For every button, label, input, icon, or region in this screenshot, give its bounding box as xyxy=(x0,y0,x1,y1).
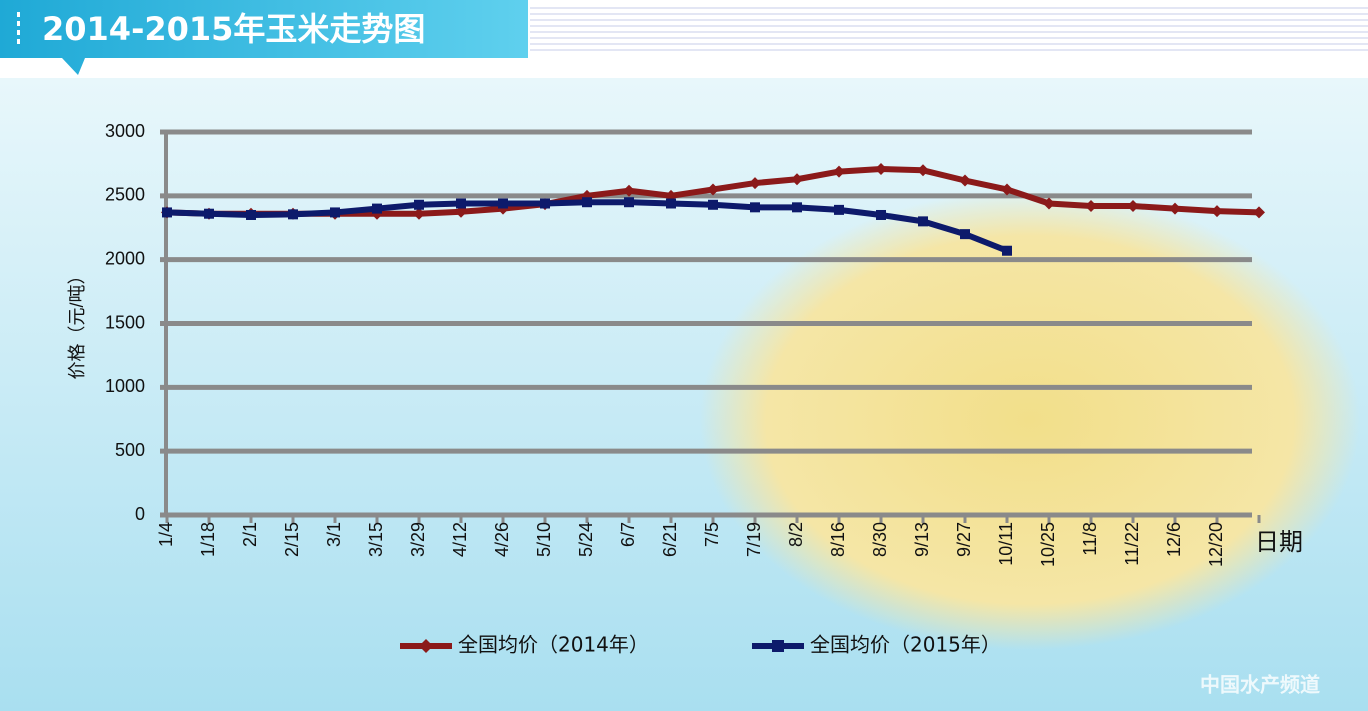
marker xyxy=(246,209,256,220)
x-tick-label: 12/6 xyxy=(1164,522,1184,557)
x-tick-label: 2/15 xyxy=(282,522,302,557)
marker xyxy=(204,208,214,219)
x-tick-label: 11/8 xyxy=(1080,522,1100,556)
y-tick-label: 3000 xyxy=(105,121,145,141)
marker xyxy=(791,173,803,186)
legend-label: 全国均价（2014年） xyxy=(458,633,649,657)
marker xyxy=(414,199,424,210)
marker xyxy=(288,209,298,220)
x-tick-label: 4/12 xyxy=(450,522,470,557)
marker xyxy=(876,209,886,220)
marker xyxy=(1001,183,1013,196)
marker xyxy=(1002,245,1012,256)
header-title: 2014-2015年玉米走势图 xyxy=(42,10,425,48)
marker xyxy=(372,203,382,214)
marker xyxy=(792,202,802,213)
x-tick-label: 1/18 xyxy=(198,522,218,557)
marker xyxy=(413,207,425,220)
x-tick-label: 7/5 xyxy=(702,522,722,547)
marker xyxy=(162,207,172,218)
y-tick-label: 2500 xyxy=(105,185,145,205)
x-tick-label: 5/24 xyxy=(576,522,596,557)
marker xyxy=(959,174,971,187)
marker xyxy=(1211,205,1223,218)
x-tick-label: 4/26 xyxy=(492,522,512,557)
marker xyxy=(1169,202,1181,215)
marker xyxy=(1043,197,1055,210)
x-tick-label: 7/19 xyxy=(744,522,764,557)
marker xyxy=(918,216,928,227)
stripes xyxy=(530,7,1368,51)
x-tick-label: 10/11 xyxy=(996,522,1016,566)
marker xyxy=(498,198,508,209)
x-tick-label: 12/20 xyxy=(1206,522,1226,567)
marker xyxy=(707,183,719,196)
x-tick-label: 5/10 xyxy=(534,522,554,557)
y-tick-label: 1000 xyxy=(105,376,145,396)
marker xyxy=(330,207,340,218)
x-tick-label: 1/4 xyxy=(156,522,176,547)
marker xyxy=(455,205,467,218)
marker xyxy=(749,177,761,190)
x-tick-label: 8/2 xyxy=(786,522,806,547)
legend-marker xyxy=(419,639,433,653)
x-tick-label: 10/25 xyxy=(1038,522,1058,567)
marker xyxy=(875,163,887,176)
marker xyxy=(582,197,592,208)
marker xyxy=(960,229,970,240)
marker xyxy=(666,198,676,209)
y-axis-label: 价格（元/吨） xyxy=(67,266,87,379)
marker xyxy=(834,204,844,215)
x-tick-label: 3/1 xyxy=(324,522,344,547)
marker xyxy=(1085,200,1097,213)
marker xyxy=(456,198,466,209)
watermark: 中国水产频道 xyxy=(1200,673,1320,697)
x-tick-label: 11/22 xyxy=(1122,522,1142,566)
legend-marker xyxy=(772,640,784,652)
header-banner xyxy=(0,0,528,75)
y-tick-label: 0 xyxy=(135,504,145,524)
marker xyxy=(623,184,635,197)
x-axis-label: 日期 xyxy=(1255,528,1303,556)
marker xyxy=(708,199,718,210)
y-tick-label: 2000 xyxy=(105,248,145,268)
header-dots xyxy=(17,12,20,44)
marker xyxy=(833,165,845,178)
x-tick-label: 8/30 xyxy=(870,522,890,557)
marker xyxy=(1253,206,1265,219)
marker xyxy=(917,164,929,177)
x-tick-label: 9/27 xyxy=(954,522,974,557)
y-tick-label: 500 xyxy=(115,440,145,460)
corn-image xyxy=(700,190,1360,650)
x-tick-label: 2/1 xyxy=(240,522,260,547)
x-tick-label: 6/7 xyxy=(618,522,638,547)
marker xyxy=(624,197,634,208)
x-tick-label: 9/13 xyxy=(912,522,932,557)
x-tick-label: 6/21 xyxy=(660,522,680,557)
y-tick-label: 1500 xyxy=(105,312,145,332)
marker xyxy=(750,202,760,213)
x-tick-label: 3/15 xyxy=(366,522,386,557)
legend-label: 全国均价（2015年） xyxy=(810,633,1001,657)
x-tick-label: 8/16 xyxy=(828,522,848,557)
marker xyxy=(540,198,550,209)
marker xyxy=(1127,200,1139,213)
x-tick-label: 3/29 xyxy=(408,522,428,557)
